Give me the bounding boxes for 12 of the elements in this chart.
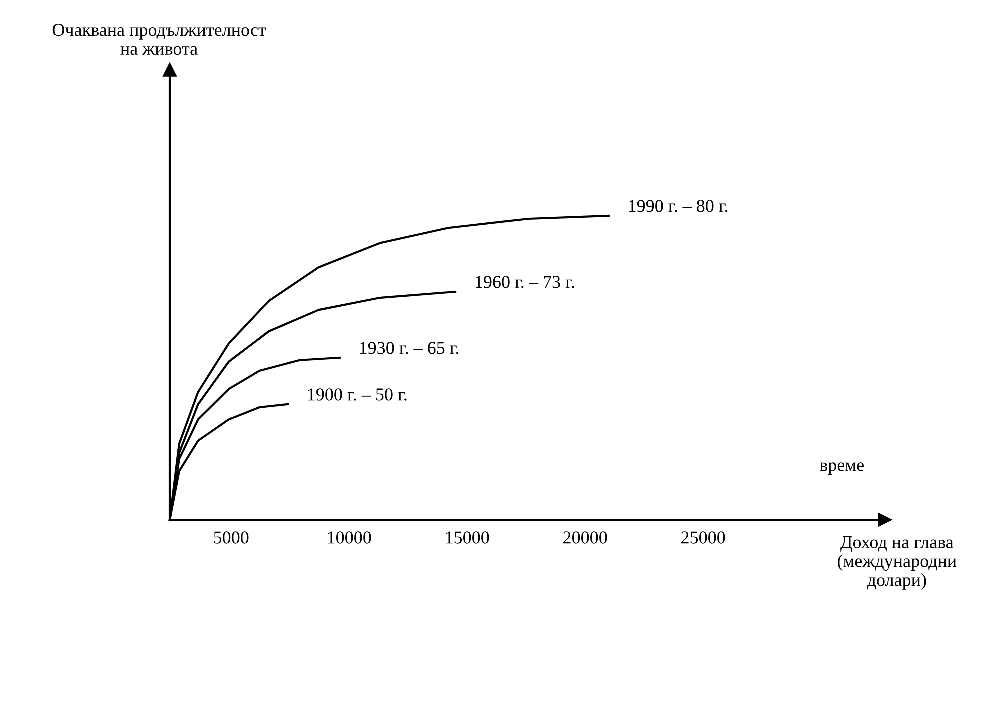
x-tick-label: 15000 bbox=[446, 532, 490, 544]
text: Очаквана продължителност на живота bbox=[52, 24, 266, 56]
x-tick-label: 5000 bbox=[214, 532, 249, 544]
x-tick-label: 10000 bbox=[328, 532, 372, 544]
annotation: време bbox=[820, 462, 864, 475]
x-axis-title: Доход на глава (международни долари) bbox=[838, 536, 957, 590]
series-label: 1930 г. – 65 г. bbox=[360, 342, 459, 354]
series-label: 1990 г. – 80 г. bbox=[629, 200, 728, 212]
x-tick-label: 20000 bbox=[564, 532, 608, 544]
series-label: 1900 г. – 50 г. bbox=[308, 388, 407, 401]
series-label: 1960 г. – 73 г. bbox=[476, 276, 574, 288]
x-tick-label: 25000 bbox=[682, 532, 726, 544]
